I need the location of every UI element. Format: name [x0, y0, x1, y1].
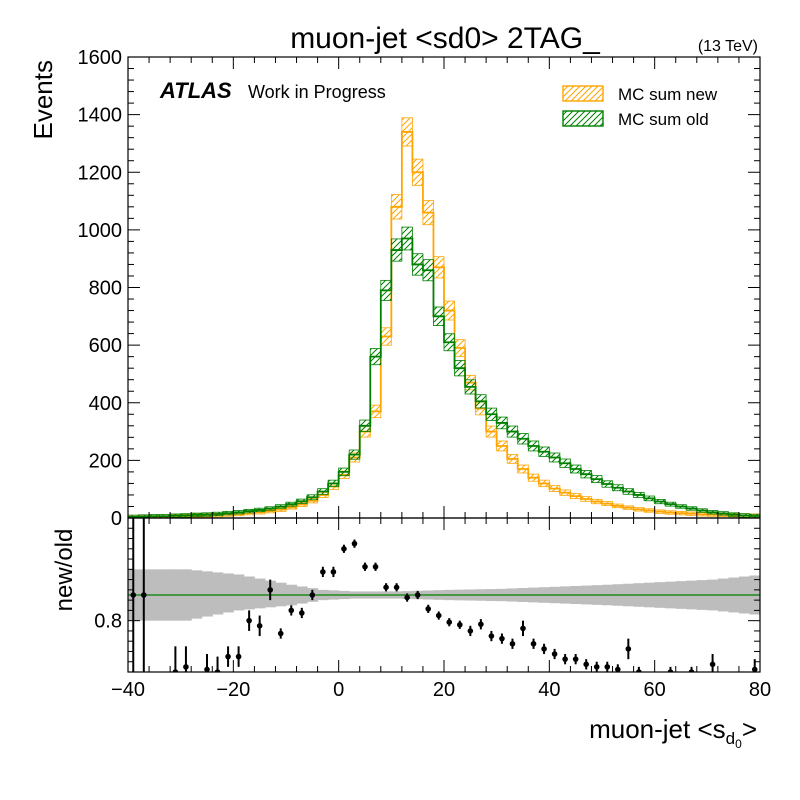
ratio-point: [520, 625, 526, 632]
ratio-point: [572, 656, 579, 662]
ratio-point: [172, 669, 179, 672]
ratio-point: [404, 594, 410, 601]
y-tick-label-main: 1000: [78, 220, 123, 242]
y-tick-label-main: 1600: [78, 47, 123, 69]
chart-title: muon-jet <sd0> 2TAG_: [290, 22, 601, 55]
ratio-point: [499, 635, 505, 642]
ratio-point: [383, 584, 389, 591]
y-axis-label-main: Events: [28, 60, 58, 140]
ratio-point: [246, 617, 252, 624]
ratio-point: [435, 612, 442, 619]
legend-swatch-old: [562, 110, 604, 127]
status-label: Work in Progress: [248, 82, 386, 102]
ratio-point: [288, 607, 295, 614]
ratio-point: [457, 621, 463, 628]
x-axis-label: muon-jet <sd0>: [589, 714, 757, 751]
x-tick-label: 80: [749, 679, 771, 701]
ratio-point: [277, 630, 284, 637]
x-axis-label-main: muon-jet <s: [589, 714, 726, 744]
ratio-uncertainty-band: [212, 572, 224, 615]
ratio-point: [372, 563, 379, 570]
ratio-point: [183, 664, 189, 670]
ratio-point: [604, 664, 611, 670]
y-tick-label-main: 1400: [78, 105, 123, 127]
ratio-point: [488, 633, 495, 639]
y-tick-label-main: 0: [111, 508, 122, 530]
ratio-point: [530, 640, 537, 647]
ratio-point: [467, 628, 474, 634]
y-tick-label-main: 600: [89, 335, 122, 357]
ratio-point: [709, 661, 716, 668]
ratio-uncertainty-band: [254, 578, 266, 609]
ratio-point: [130, 592, 137, 598]
x-tick-label: 0: [333, 679, 344, 701]
ratio-uncertainty-band: [233, 574, 245, 611]
ratio-point: [351, 540, 358, 547]
ratio-plot: 0.8 −40 −20 0 20 40 60 80: [94, 517, 771, 701]
legend-label-new: MC sum new: [618, 85, 718, 104]
x-tick-label: 20: [433, 679, 455, 701]
main-plot: 0 200 400 600 800 1000 1200 1400 1600: [78, 47, 761, 530]
ratio-point: [414, 592, 421, 598]
x-axis-label-subsub: 0: [735, 737, 742, 751]
ratio-point: [583, 661, 589, 668]
ratio-point: [309, 592, 316, 598]
y-tick-label-ratio: 0.8: [94, 611, 122, 633]
ratio-point: [299, 610, 305, 616]
histogram-series-group: [128, 117, 760, 518]
legend-label-old: MC sum old: [618, 110, 709, 129]
x-tick-label: −40: [111, 679, 145, 701]
energy-label: (13 TeV): [698, 38, 758, 55]
y-tick-label-main: 800: [89, 278, 122, 300]
y-tick-label-main: 400: [89, 393, 122, 415]
y-tick-label-main: 1200: [78, 162, 123, 184]
ratio-point: [446, 619, 453, 626]
x-tick-label: 40: [538, 679, 560, 701]
ratio-content-group: [128, 518, 760, 672]
ratio-uncertainty-band: [222, 573, 234, 613]
ratio-point: [320, 569, 326, 575]
ratio-point: [362, 563, 368, 570]
ratio-point: [688, 669, 695, 672]
ratio-point: [593, 664, 600, 670]
ratio-point: [625, 646, 632, 652]
legend: MC sum new MC sum old: [562, 85, 718, 129]
ratio-uncertainty-band: [243, 576, 255, 610]
ratio-point: [551, 651, 558, 657]
x-axis-label-suffix: >: [742, 714, 757, 744]
legend-swatch-new: [562, 85, 604, 102]
ratio-point: [204, 666, 210, 672]
ratio-point: [541, 646, 547, 652]
ratio-point: [425, 606, 432, 612]
y-axis-label-ratio: new/old: [51, 529, 78, 612]
ratio-point: [393, 584, 400, 591]
ratio-point: [235, 653, 242, 660]
x-tick-label: 60: [644, 679, 666, 701]
ratio-point: [267, 587, 274, 593]
experiment-label: ATLAS: [159, 78, 232, 103]
x-tick-label: −20: [216, 679, 250, 701]
ratio-point: [330, 569, 337, 575]
ratio-point: [636, 669, 642, 672]
ratio-point: [615, 666, 621, 672]
ratio-point: [562, 656, 568, 662]
ratio-point: [341, 546, 347, 552]
ratio-point: [478, 621, 484, 628]
ratio-point: [141, 592, 147, 598]
ratio-point: [256, 623, 263, 629]
x-axis-label-sub: d: [726, 729, 735, 748]
ratio-uncertainty-band: [201, 571, 213, 617]
y-tick-label-main: 200: [89, 450, 122, 472]
ratio-point: [509, 640, 516, 647]
ratio-point: [667, 669, 674, 672]
ratio-point: [214, 669, 221, 672]
ratio-point: [751, 666, 758, 672]
ratio-point: [225, 653, 231, 660]
